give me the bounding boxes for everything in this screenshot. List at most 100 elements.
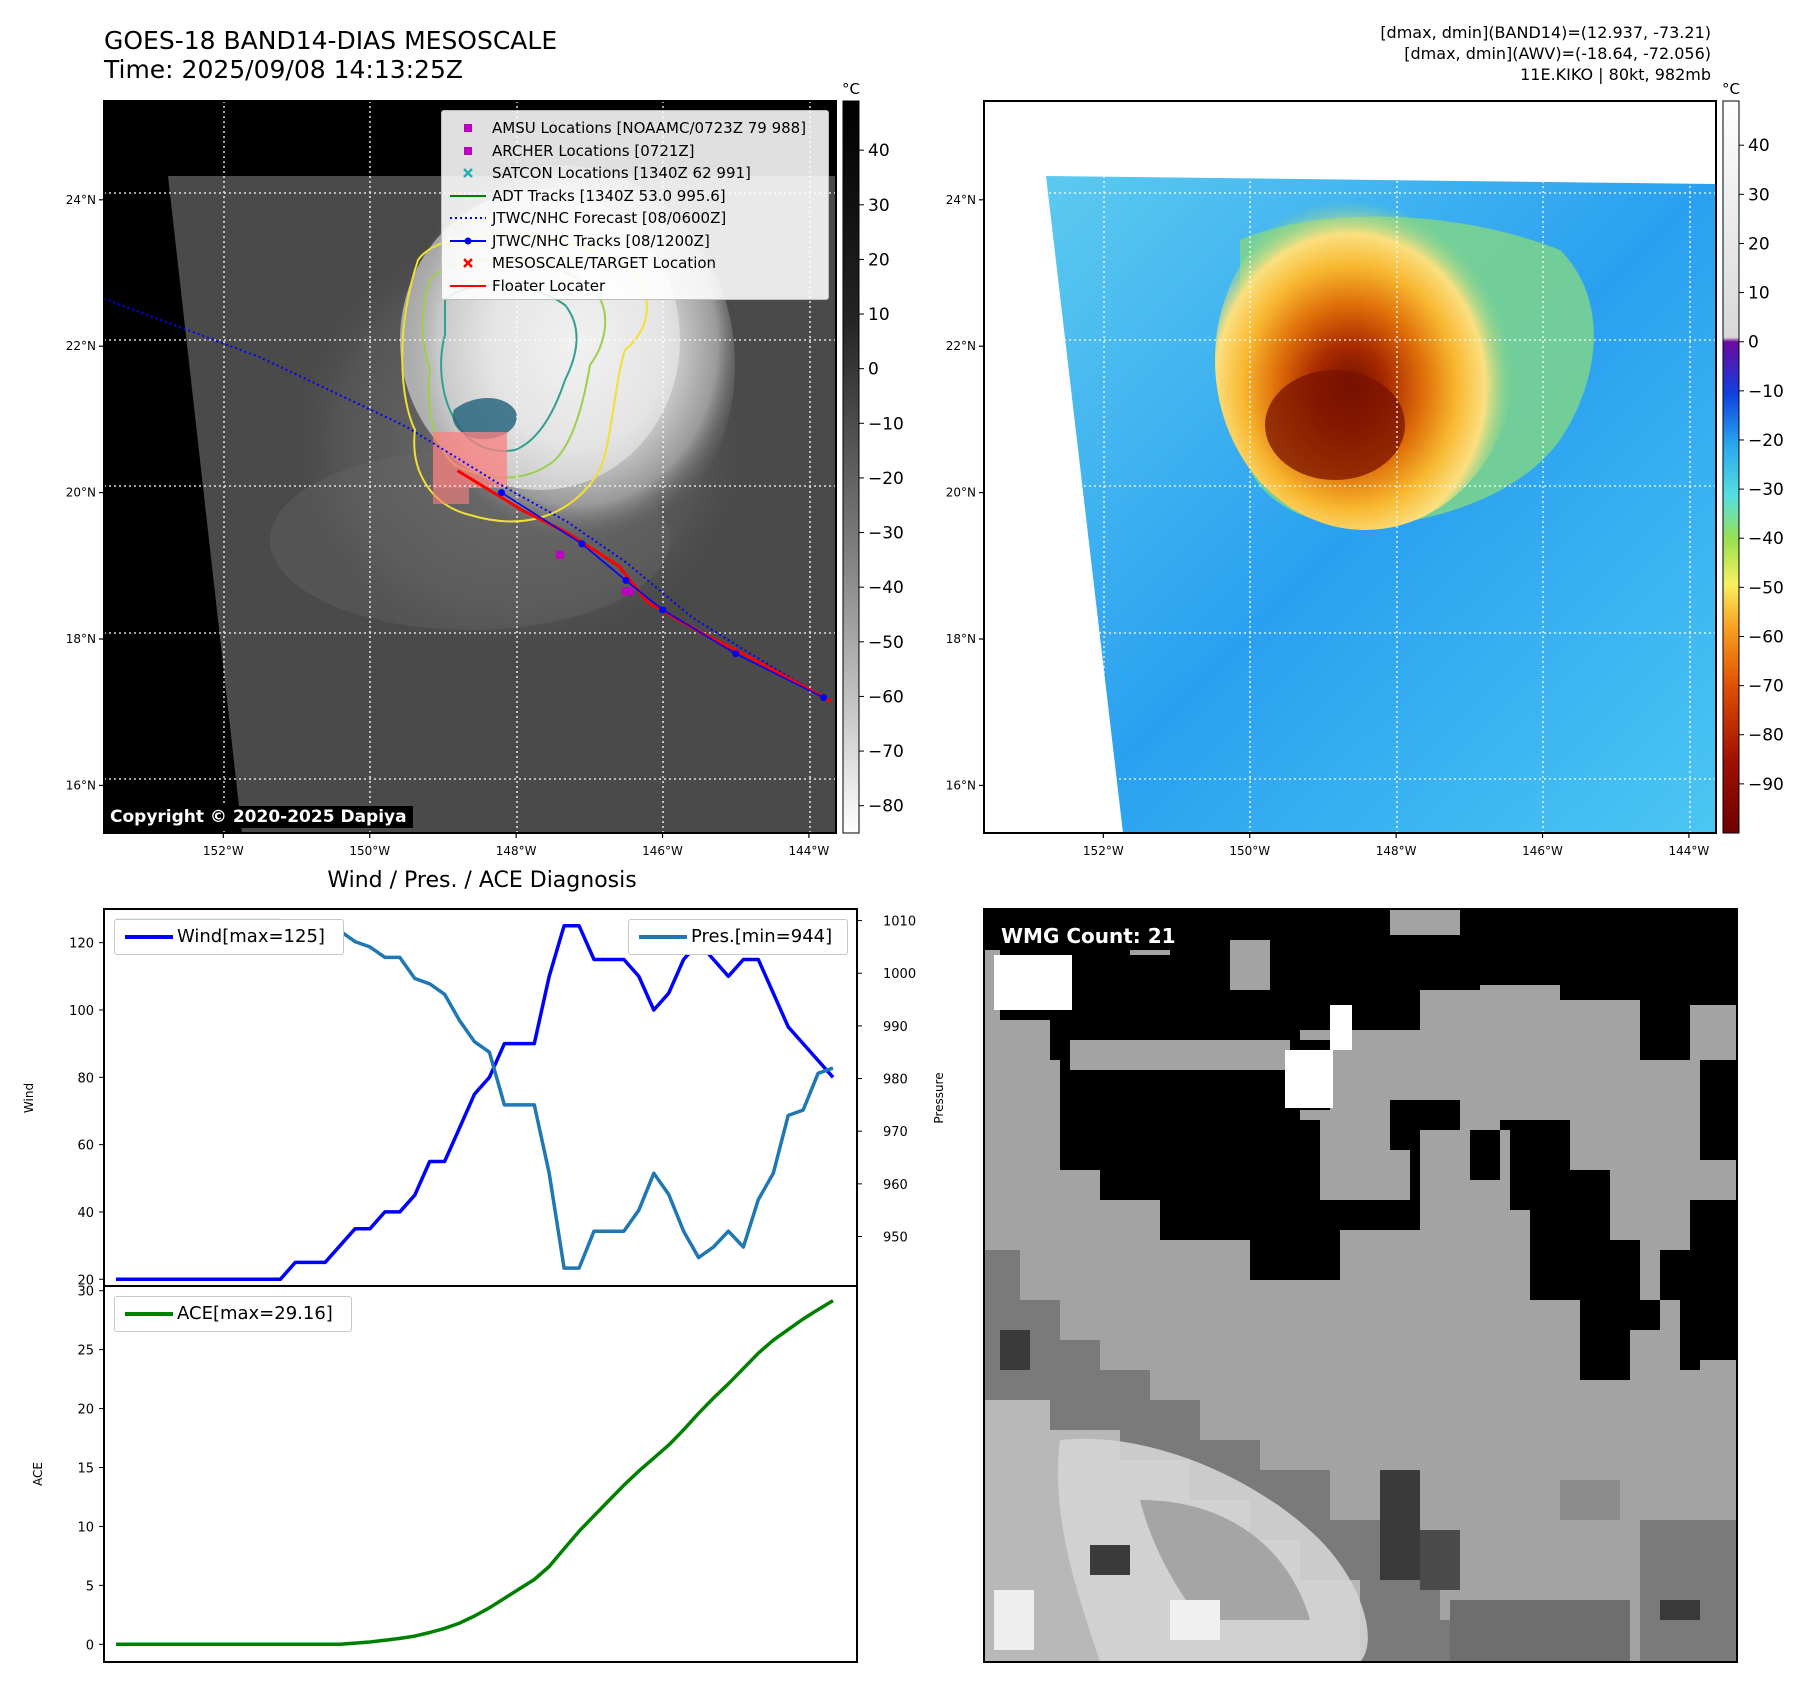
lat-tick-label: 22°N bbox=[66, 339, 96, 353]
nhc-track-point bbox=[578, 540, 586, 548]
awv-map-panel bbox=[984, 101, 1716, 833]
colorbar-tick-label: 20 bbox=[868, 250, 890, 270]
wind-ytick-label: 60 bbox=[77, 1139, 94, 1154]
map-legend-item: AMSU Locations [NOAAMC/0723Z 79 988] bbox=[442, 117, 828, 139]
nhc-track bbox=[501, 491, 824, 699]
nhc-track-point bbox=[622, 576, 630, 584]
pressure-ylabel: Pressure bbox=[932, 1072, 946, 1123]
lon-tick-label: 148°W bbox=[496, 844, 537, 858]
nhc-track-point bbox=[497, 489, 505, 497]
amsu-point bbox=[556, 550, 565, 559]
pressure-ytick-label: 1010 bbox=[883, 915, 916, 930]
wmg-panel bbox=[984, 909, 1737, 1662]
lat-tick-label: 20°N bbox=[946, 486, 976, 500]
colorbar-tick-label: −10 bbox=[1748, 382, 1784, 402]
colorbar-tick-label: −40 bbox=[1748, 529, 1784, 549]
nhc-track-point bbox=[659, 606, 667, 614]
wind-ytick-label: 80 bbox=[77, 1071, 94, 1086]
colorbar-tick-label: −80 bbox=[1748, 726, 1784, 746]
lon-tick-label: 152°W bbox=[1083, 844, 1124, 858]
colorbar-tick-label: 10 bbox=[868, 305, 890, 325]
colorbar-tick-label: −50 bbox=[868, 633, 904, 653]
wind-series-line bbox=[116, 924, 835, 1282]
colorbar-awv bbox=[1722, 100, 1740, 834]
ace-ylabel: ACE bbox=[31, 1462, 45, 1486]
colorbar-tick-label: 0 bbox=[868, 360, 879, 380]
colorbar-tick-label: −10 bbox=[868, 414, 904, 434]
lon-tick-label: 146°W bbox=[1522, 844, 1563, 858]
map-legend-label: MESOSCALE/TARGET Location bbox=[492, 254, 717, 272]
ace-ytick-label: 20 bbox=[77, 1403, 94, 1418]
ace-legend: ACE[max=29.16] bbox=[114, 1296, 352, 1332]
map-legend: AMSU Locations [NOAAMC/0723Z 79 988] ARCH… bbox=[441, 110, 829, 300]
map-legend-swatch bbox=[450, 217, 486, 219]
lon-tick-label: 150°W bbox=[349, 844, 390, 858]
lat-tick-label: 24°N bbox=[66, 193, 96, 207]
map-legend-label: ADT Tracks [1340Z 53.0 995.6] bbox=[492, 186, 726, 205]
lat-tick-label: 16°N bbox=[946, 778, 976, 792]
dmax-band14: [dmax, dmin](BAND14)=(12.937, -73.21) bbox=[1380, 23, 1711, 42]
map-legend-item: JTWC/NHC Forecast [08/0600Z] bbox=[442, 207, 828, 229]
wind-ytick-label: 40 bbox=[77, 1206, 94, 1221]
nhc-track-point bbox=[820, 694, 828, 702]
dmax-info: [dmax, dmin](BAND14)=(12.937, -73.21) [d… bbox=[1380, 22, 1711, 85]
diagnosis-title: Wind / Pres. / ACE Diagnosis bbox=[327, 868, 636, 893]
title-time: Time: 2025/09/08 14:13:25Z bbox=[104, 55, 463, 84]
pressure-legend-swatch bbox=[639, 935, 687, 939]
ace-axes bbox=[103, 1285, 858, 1663]
colorbar-tick-label: −20 bbox=[868, 469, 904, 489]
colorbar-tick-label: −70 bbox=[1748, 677, 1784, 697]
wind-pres-axes bbox=[103, 908, 858, 1287]
lon-tick-label: 144°W bbox=[789, 844, 830, 858]
wind-legend-swatch bbox=[125, 935, 173, 939]
pressure-ytick-label: 990 bbox=[883, 1020, 908, 1035]
map-legend-swatch bbox=[450, 194, 486, 197]
lon-tick-label: 150°W bbox=[1229, 844, 1270, 858]
ace-ytick-label: 5 bbox=[86, 1579, 94, 1594]
map-legend-label: Floater Locater bbox=[492, 276, 606, 295]
map-legend-swatch bbox=[463, 168, 473, 178]
wind-ylabel: Wind bbox=[22, 1083, 36, 1113]
map-legend-swatch bbox=[463, 258, 473, 268]
ace-legend-swatch bbox=[125, 1312, 173, 1316]
colorbar-tick-label: −30 bbox=[868, 524, 904, 544]
lat-tick-label: 18°N bbox=[946, 632, 976, 646]
map-legend-label: AMSU Locations [NOAAMC/0723Z 79 988] bbox=[492, 119, 807, 137]
nhc-track-point bbox=[732, 650, 740, 658]
colorbar-tick-label: −40 bbox=[868, 578, 904, 598]
map-legend-swatch bbox=[450, 237, 486, 244]
map-legend-label: JTWC/NHC Tracks [08/1200Z] bbox=[492, 231, 710, 250]
lon-tick-label: 152°W bbox=[203, 844, 244, 858]
colorbar-tick-label: −70 bbox=[868, 742, 904, 762]
colorbar-tick-label: −60 bbox=[868, 687, 904, 707]
map-legend-label: ARCHER Locations [0721Z] bbox=[492, 141, 695, 160]
colorbar-tick-label: 0 bbox=[1748, 333, 1759, 353]
colorbar-tick-label: 40 bbox=[868, 141, 890, 161]
map-legend-item: ARCHER Locations [0721Z] bbox=[442, 140, 828, 162]
colorbar-tick-label: −50 bbox=[1748, 578, 1784, 598]
wind-legend-label: Wind[max=125] bbox=[177, 926, 325, 947]
colorbar-tick-label: −30 bbox=[1748, 480, 1784, 500]
pressure-ytick-label: 980 bbox=[883, 1073, 908, 1088]
map-legend-item: SATCON Locations [1340Z 62 991] bbox=[442, 162, 828, 184]
pressure-ytick-label: 950 bbox=[883, 1231, 908, 1246]
colorbar-ir-unit: °C bbox=[842, 80, 860, 98]
lat-tick-label: 24°N bbox=[946, 193, 976, 207]
forecast-track bbox=[104, 297, 825, 699]
pressure-ytick-label: 970 bbox=[883, 1125, 908, 1140]
colorbar-tick-label: 30 bbox=[868, 196, 890, 216]
lat-tick-label: 18°N bbox=[66, 632, 96, 646]
dmax-awv: [dmax, dmin](AWV)=(-18.64, -72.056) bbox=[1404, 44, 1711, 63]
ace-legend-label: ACE[max=29.16] bbox=[177, 1303, 333, 1324]
lat-tick-label: 22°N bbox=[946, 339, 976, 353]
wind-legend: Wind[max=125] bbox=[114, 919, 344, 955]
lat-tick-label: 20°N bbox=[66, 486, 96, 500]
pressure-legend-label: Pres.[min=944] bbox=[691, 926, 833, 947]
wind-ytick-label: 120 bbox=[69, 937, 94, 952]
pressure-ytick-label: 1000 bbox=[883, 967, 916, 982]
ace-ytick-label: 25 bbox=[77, 1344, 94, 1359]
lon-tick-label: 146°W bbox=[642, 844, 683, 858]
colorbar-tick-label: 30 bbox=[1748, 185, 1770, 205]
colorbar-tick-label: −20 bbox=[1748, 431, 1784, 451]
map-legend-item: JTWC/NHC Tracks [08/1200Z] bbox=[442, 230, 828, 252]
